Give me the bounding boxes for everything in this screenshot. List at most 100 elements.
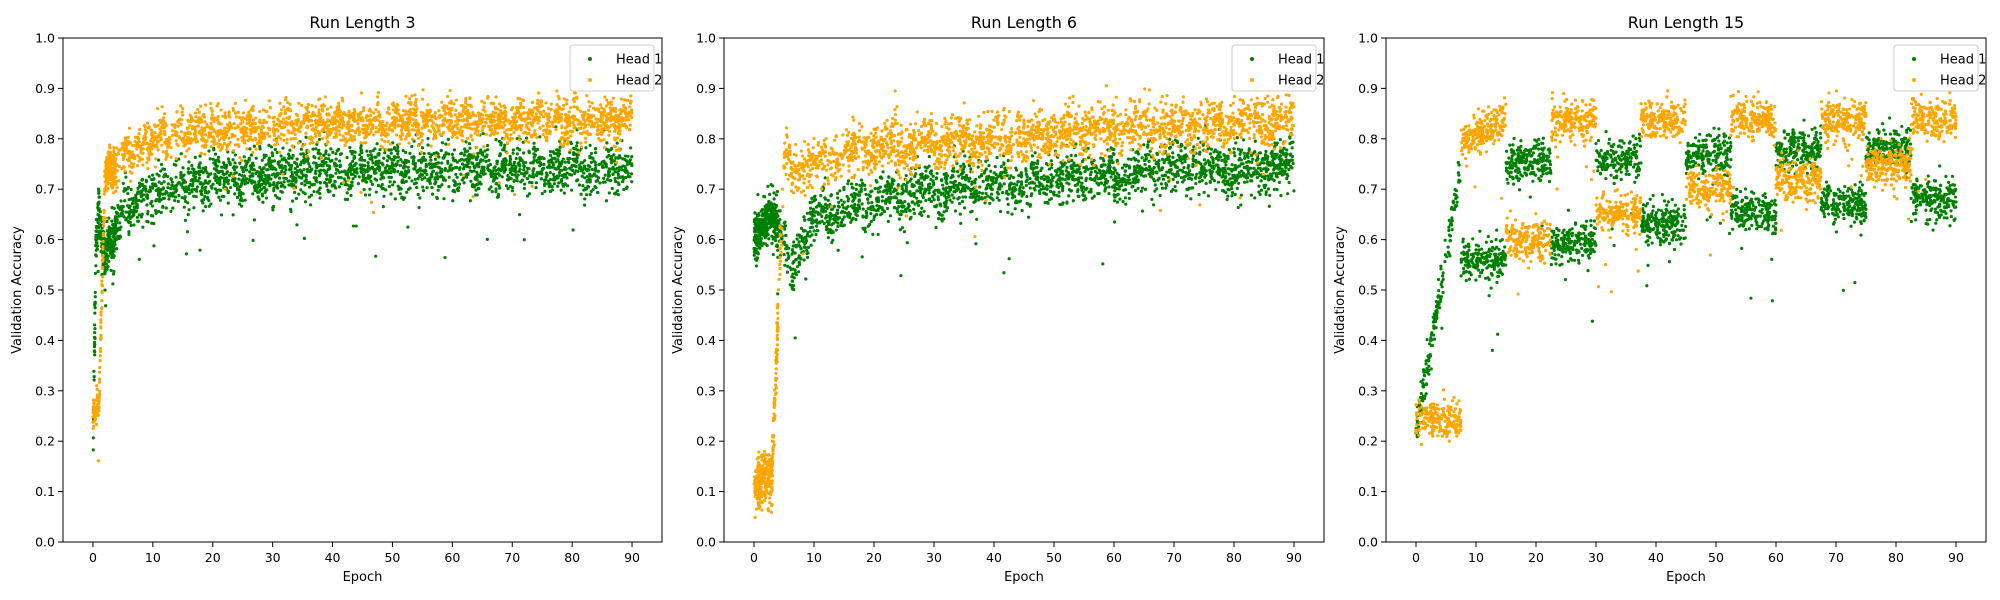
data-point (339, 138, 343, 142)
data-point (278, 165, 282, 169)
data-point (257, 138, 262, 143)
data-point (274, 168, 278, 172)
data-point (339, 175, 343, 180)
data-point (130, 171, 134, 175)
data-point (306, 102, 311, 107)
data-point (352, 156, 356, 160)
data-point (450, 135, 454, 139)
data-point (305, 114, 309, 118)
data-point (563, 131, 567, 135)
data-point (164, 138, 168, 142)
x-tick-label: 10 (145, 550, 161, 565)
data-point (339, 120, 343, 124)
data-point (582, 117, 586, 122)
data-point (442, 108, 446, 112)
data-point (357, 175, 361, 179)
data-point (361, 124, 365, 128)
data-point (303, 183, 307, 187)
data-point (615, 141, 619, 145)
data-point (618, 125, 622, 130)
data-point (349, 193, 353, 198)
data-point (416, 192, 420, 197)
data-point (502, 146, 506, 150)
data-point (517, 134, 521, 138)
data-point (229, 185, 233, 190)
data-point (212, 138, 216, 142)
data-point (137, 257, 141, 261)
data-point (304, 159, 308, 163)
data-point (236, 125, 240, 129)
data-point (559, 142, 563, 146)
data-point (515, 175, 519, 180)
data-point (613, 179, 618, 183)
data-point (460, 151, 464, 155)
data-point (238, 193, 242, 197)
scatter-points (752, 82, 1296, 519)
data-point (152, 222, 156, 226)
data-point (433, 116, 437, 120)
data-point (116, 234, 120, 238)
data-point (203, 103, 208, 107)
data-point (370, 165, 375, 169)
data-point (191, 167, 195, 171)
data-point (583, 203, 587, 207)
data-point (166, 182, 170, 186)
data-point (112, 180, 116, 184)
data-point (163, 130, 167, 134)
data-point (515, 146, 519, 150)
data-point (302, 115, 306, 119)
data-point (324, 149, 328, 153)
data-point (448, 122, 452, 126)
data-point (229, 123, 233, 127)
data-point (579, 145, 583, 149)
x-tick-label: 60 (444, 550, 460, 565)
data-point (545, 132, 549, 136)
data-point (216, 158, 220, 163)
data-point (330, 128, 334, 132)
data-point (313, 171, 318, 176)
data-point (380, 127, 384, 131)
data-point (540, 168, 544, 172)
data-point (213, 187, 218, 191)
data-point (504, 110, 508, 114)
data-point (345, 171, 350, 175)
data-point (138, 157, 142, 161)
data-point (197, 110, 201, 115)
data-point (425, 108, 429, 113)
data-point (365, 169, 369, 173)
data-point (391, 101, 395, 105)
data-point (190, 127, 194, 131)
data-point (212, 119, 216, 124)
data-point (527, 192, 532, 196)
data-point (207, 149, 211, 153)
data-point (141, 163, 145, 167)
data-point (105, 178, 109, 183)
data-point (130, 197, 134, 201)
data-point (248, 147, 252, 151)
data-point (531, 169, 535, 173)
data-point (106, 166, 110, 170)
data-point (337, 185, 342, 189)
data-point (423, 158, 428, 163)
data-point (267, 134, 272, 139)
data-point (498, 186, 502, 190)
data-point (129, 187, 133, 192)
data-point (1242, 151, 1246, 155)
data-point (376, 101, 380, 105)
data-point (261, 200, 265, 204)
data-point (185, 127, 189, 131)
data-point (506, 187, 510, 191)
data-point (571, 228, 575, 232)
data-point (511, 115, 515, 119)
data-point (334, 119, 338, 123)
data-point (180, 118, 184, 122)
data-point (94, 422, 99, 426)
data-point (234, 165, 239, 169)
data-point (553, 119, 558, 124)
data-point (628, 175, 632, 179)
data-point (180, 196, 184, 200)
data-point (539, 99, 544, 103)
data-point (505, 151, 509, 155)
data-point (596, 125, 600, 129)
data-point (487, 124, 491, 129)
